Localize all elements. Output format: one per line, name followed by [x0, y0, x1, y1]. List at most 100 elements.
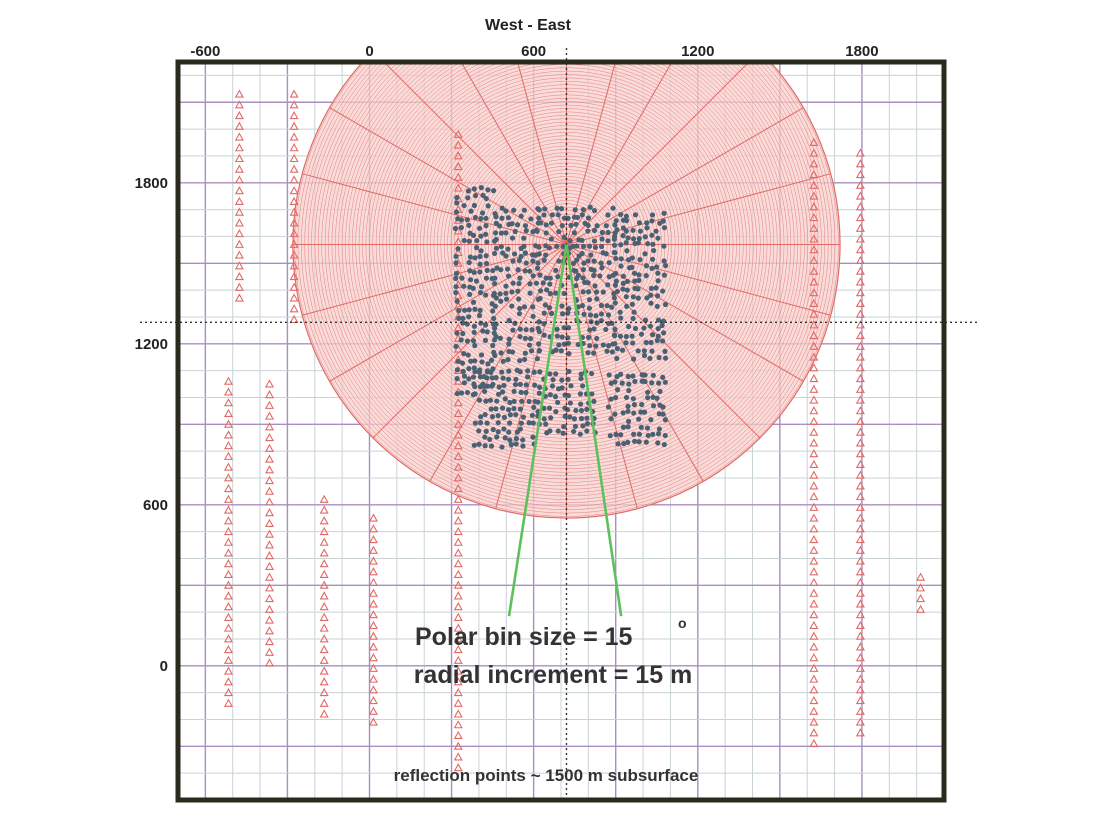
axis-ticks: -600 0 600 1200 1800 0 600 1200 1800 — [135, 43, 879, 675]
reflection-point — [503, 208, 509, 214]
station-marker — [223, 408, 233, 417]
station-marker — [809, 599, 819, 608]
reflection-point — [642, 317, 649, 323]
reflection-point — [579, 237, 585, 243]
reflection-point — [608, 416, 614, 422]
station-marker — [368, 674, 378, 683]
reflection-points — [452, 185, 669, 450]
reflection-point — [541, 310, 547, 316]
reflection-point — [458, 225, 464, 231]
reflection-point — [629, 333, 635, 339]
reflection-point — [453, 253, 459, 260]
station-marker — [855, 191, 865, 200]
station-marker — [234, 89, 244, 98]
reflection-point — [483, 398, 489, 404]
reflection-point — [530, 304, 536, 310]
reflection-point — [638, 409, 644, 415]
reflection-point — [558, 348, 564, 354]
reflection-point — [513, 411, 519, 418]
station-marker — [855, 223, 865, 232]
reflection-point — [542, 302, 548, 308]
reflection-point — [566, 305, 572, 312]
reflection-point — [527, 268, 533, 274]
station-marker — [855, 567, 865, 576]
reflection-point — [636, 416, 642, 422]
reflection-point — [572, 423, 579, 430]
reflection-point — [594, 296, 600, 302]
reflection-point — [536, 319, 542, 325]
reflection-point — [483, 275, 490, 281]
reflection-point — [645, 241, 651, 247]
reflection-point — [497, 223, 503, 229]
station-marker — [453, 580, 463, 589]
station-marker — [223, 526, 233, 536]
station-marker — [453, 516, 463, 525]
reflection-point — [574, 243, 580, 249]
reflection-point — [502, 396, 508, 402]
reflection-point — [476, 428, 482, 434]
reflection-point — [518, 420, 524, 426]
station-marker — [368, 534, 378, 544]
reflection-point — [635, 295, 641, 301]
station-marker — [809, 524, 819, 533]
station-markers — [223, 89, 926, 772]
reflection-point — [511, 388, 517, 395]
station-marker — [319, 537, 329, 546]
station-marker — [453, 441, 463, 450]
reflection-point — [623, 340, 629, 346]
station-marker — [855, 631, 865, 640]
reflection-point — [482, 337, 489, 344]
station-marker — [855, 234, 865, 243]
reflection-point — [483, 223, 489, 229]
reflection-point — [521, 243, 527, 249]
station-marker — [809, 137, 819, 146]
reflection-point — [586, 297, 593, 303]
station-marker — [234, 110, 244, 120]
reflection-point — [630, 227, 636, 233]
reflection-point — [500, 389, 506, 395]
reflection-point — [648, 285, 654, 292]
station-marker — [855, 277, 865, 286]
reflection-point — [483, 215, 489, 222]
station-marker — [234, 153, 244, 163]
station-marker — [453, 129, 463, 138]
station-marker — [809, 277, 819, 286]
reflection-point — [599, 229, 605, 236]
station-marker — [223, 666, 233, 675]
polar-sector-line — [566, 107, 804, 245]
reflection-point — [625, 323, 632, 330]
reflection-point — [612, 300, 618, 306]
reflection-point — [530, 420, 536, 426]
station-marker — [809, 352, 819, 361]
reflection-point — [609, 304, 615, 310]
reflection-point — [625, 257, 632, 263]
station-marker — [264, 658, 275, 667]
reflection-point — [600, 342, 606, 348]
station-marker — [809, 245, 819, 254]
reflection-point — [645, 395, 651, 401]
station-marker — [453, 634, 463, 643]
station-marker — [223, 591, 233, 600]
reflection-point — [541, 212, 547, 218]
reflection-point — [656, 380, 662, 386]
reflection-point — [456, 307, 462, 314]
reflection-point — [599, 265, 605, 271]
station-marker — [855, 266, 865, 275]
reflection-point — [636, 220, 642, 226]
reflection-point — [540, 280, 546, 286]
station-marker — [319, 569, 329, 579]
reflection-point — [485, 187, 491, 193]
station-marker — [453, 666, 463, 675]
reflection-point — [453, 289, 459, 296]
reflection-point — [573, 268, 579, 274]
reflection-point — [617, 333, 624, 339]
reflection-point — [509, 289, 515, 295]
reflection-point — [516, 311, 523, 317]
station-marker — [289, 239, 299, 248]
reflection-point — [630, 356, 637, 362]
reflection-point — [471, 329, 477, 335]
station-marker — [368, 717, 378, 726]
reflection-point — [645, 389, 651, 395]
reflection-point — [575, 341, 581, 348]
station-marker — [855, 653, 865, 662]
